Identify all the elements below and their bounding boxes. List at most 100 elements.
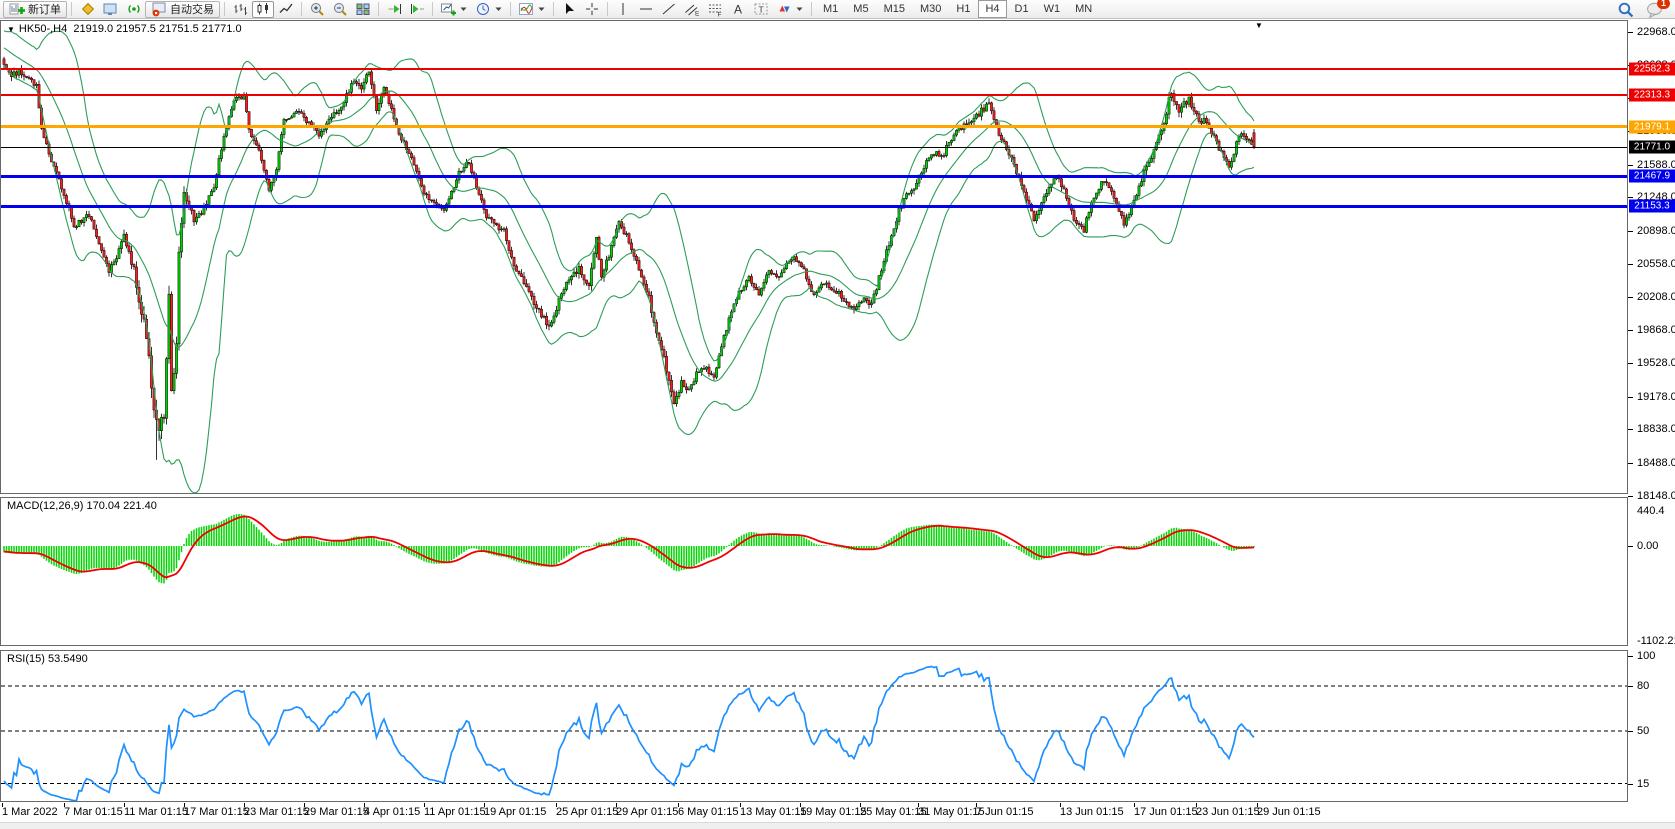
- horizontal-line-button[interactable]: [635, 1, 657, 18]
- time-axis-tick: [424, 803, 425, 807]
- time-axis-label: 11 Apr 01:15: [424, 806, 486, 818]
- time-axis-label: 7 Mar 01:15: [64, 806, 123, 818]
- time-axis-tick: [1196, 803, 1197, 807]
- time-axis-tick: [918, 803, 919, 807]
- time-axis-tick: [1257, 803, 1258, 807]
- toolbar-separator: [301, 2, 302, 16]
- toolbar-separator: [432, 2, 433, 16]
- chart-line-icon: [278, 1, 294, 17]
- timeframe-button-m5[interactable]: M5: [853, 3, 869, 15]
- indicators-button[interactable]: [515, 1, 549, 18]
- text-button[interactable]: A: [727, 1, 749, 18]
- price-axis-tick: [1628, 297, 1633, 299]
- line-chart-button[interactable]: [275, 1, 297, 18]
- svg-text:T: T: [759, 5, 764, 15]
- vertical-line-button[interactable]: [612, 1, 634, 18]
- tile-windows-button[interactable]: [352, 1, 374, 18]
- macd-zero-tick: [1628, 546, 1633, 547]
- timeframe-button-m15[interactable]: M15: [883, 3, 905, 15]
- line-price-badge: 22582.3: [1629, 62, 1675, 76]
- zoom-out-icon: [332, 1, 348, 17]
- timeframe-button-h4[interactable]: H4: [978, 0, 1007, 18]
- bar-chart-button[interactable]: [229, 1, 251, 18]
- time-axis-tick: [556, 803, 557, 807]
- price-chart-panel[interactable]: [0, 20, 1628, 494]
- price-axis-label: 19178.0: [1637, 390, 1675, 403]
- channel-icon: E: [684, 1, 700, 17]
- price-axis-tick: [1628, 330, 1633, 332]
- rsi-axis-tick: [1628, 783, 1633, 785]
- price-axis-tick: [1628, 98, 1633, 100]
- signals-button[interactable]: [122, 1, 144, 18]
- time-axis-label: 19 Apr 01:15: [484, 806, 547, 818]
- price-axis-tick: [1628, 197, 1633, 199]
- zoom-out-button[interactable]: [329, 1, 351, 18]
- time-axis-tick: [616, 803, 617, 807]
- trendline-button[interactable]: [658, 1, 680, 18]
- terminal-button[interactable]: [99, 1, 121, 18]
- timeframe-button-mn[interactable]: MN: [1075, 3, 1093, 15]
- macd-panel[interactable]: [0, 497, 1628, 646]
- price-axis-tick: [1628, 362, 1633, 364]
- autotrading-button[interactable]: 自动交易: [145, 0, 220, 18]
- rsi-axis-tick: [1628, 686, 1633, 687]
- text-label-button[interactable]: T: [750, 1, 772, 18]
- line-price-badge: 21467.9: [1629, 169, 1675, 183]
- arrows-button[interactable]: [773, 1, 807, 18]
- fibo-icon: F: [707, 1, 723, 17]
- crosshair-button[interactable]: [581, 1, 603, 18]
- shapes-icon: [776, 1, 792, 17]
- new-order-button[interactable]: 新订单: [3, 0, 67, 18]
- time-axis-tick: [484, 803, 485, 807]
- fibonacci-button[interactable]: F: [704, 1, 726, 18]
- rsi-panel[interactable]: [0, 650, 1628, 802]
- zoom-in-button[interactable]: [306, 1, 328, 18]
- auto-scroll-button[interactable]: [383, 1, 405, 18]
- price-axis-label: 18838.0: [1637, 423, 1675, 436]
- svg-text:F: F: [718, 12, 722, 18]
- hline-icon: [638, 1, 654, 17]
- dropdown-icon: [494, 4, 503, 14]
- market-watch-button[interactable]: [76, 1, 98, 18]
- candlestick-chart-button[interactable]: [252, 0, 274, 18]
- price-axis-label: 22628.0: [1637, 58, 1675, 71]
- price-axis-label: 22968.0: [1637, 25, 1675, 38]
- cursor-button[interactable]: [558, 1, 580, 18]
- time-axis-label: 7 Jun 01:15: [976, 806, 1034, 818]
- label-icon: T: [753, 1, 769, 17]
- time-axis-tick: [124, 803, 125, 807]
- time-axis-tick: [304, 803, 305, 807]
- periods-button[interactable]: [472, 1, 506, 18]
- timeframe-button-m1[interactable]: M1: [823, 3, 839, 15]
- svg-text:A: A: [734, 3, 742, 17]
- time-axis-label: 11 Mar 01:15: [124, 806, 189, 818]
- new-chart-icon: [440, 1, 456, 17]
- time-axis-tick: [860, 803, 861, 807]
- timeframe-button-w1[interactable]: W1: [1043, 3, 1061, 15]
- timeframe-button-h1[interactable]: H1: [956, 3, 971, 15]
- notifications-button[interactable]: 1: [1643, 0, 1670, 18]
- timeframe-button-m30[interactable]: M30: [919, 3, 942, 15]
- notification-badge: 1: [1657, 0, 1670, 9]
- toolbar-right: 1: [1614, 0, 1672, 18]
- time-axis-label: 17 Jun 01:15: [1134, 806, 1198, 818]
- vline-icon: [615, 1, 631, 17]
- macd-axis-min: -1102.21: [1637, 635, 1675, 647]
- indicators-icon: [518, 1, 534, 17]
- equidistant-channel-button[interactable]: E: [681, 1, 703, 18]
- timeframe-button-d1[interactable]: D1: [1014, 3, 1029, 15]
- text-icon: A: [730, 1, 746, 17]
- new-chart-button[interactable]: [437, 1, 471, 18]
- market-watch-icon: [79, 1, 95, 17]
- time-axis-label: 25 Apr 01:15: [556, 806, 619, 818]
- signal-icon: [125, 1, 141, 17]
- rsi-axis-label: 100: [1637, 650, 1656, 662]
- search-button[interactable]: [1614, 1, 1637, 18]
- chart-shift-button[interactable]: [406, 1, 428, 18]
- time-axis-tick: [1134, 803, 1135, 807]
- tile-windows-icon: [355, 1, 371, 17]
- price-axis-label: 21588.0: [1637, 158, 1675, 171]
- autotrading-button-label: 自动交易: [170, 4, 214, 16]
- time-axis-label: 17 Mar 01:15: [184, 806, 249, 818]
